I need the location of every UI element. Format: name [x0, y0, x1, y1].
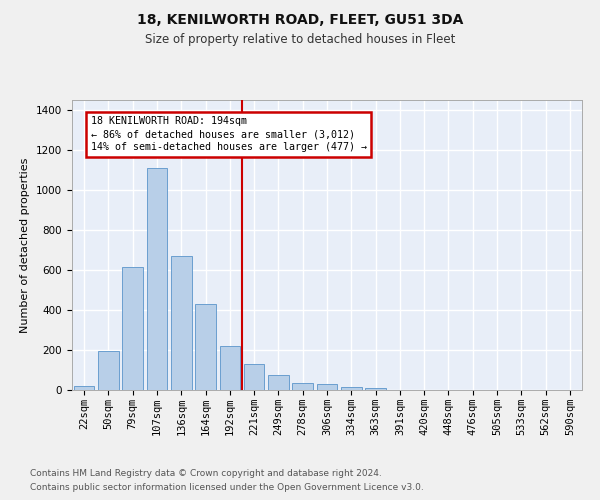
- Text: Size of property relative to detached houses in Fleet: Size of property relative to detached ho…: [145, 32, 455, 46]
- Bar: [146, 168, 167, 390]
- Bar: [220, 346, 240, 390]
- Bar: [244, 364, 265, 390]
- Bar: [122, 267, 143, 390]
- Bar: [195, 304, 216, 390]
- Text: 18 KENILWORTH ROAD: 194sqm
← 86% of detached houses are smaller (3,012)
14% of s: 18 KENILWORTH ROAD: 194sqm ← 86% of deta…: [91, 116, 367, 152]
- Bar: [365, 388, 386, 390]
- Bar: [268, 375, 289, 390]
- Text: Contains HM Land Registry data © Crown copyright and database right 2024.: Contains HM Land Registry data © Crown c…: [30, 468, 382, 477]
- Text: 18, KENILWORTH ROAD, FLEET, GU51 3DA: 18, KENILWORTH ROAD, FLEET, GU51 3DA: [137, 12, 463, 26]
- Bar: [74, 386, 94, 390]
- Text: Contains public sector information licensed under the Open Government Licence v3: Contains public sector information licen…: [30, 484, 424, 492]
- Y-axis label: Number of detached properties: Number of detached properties: [20, 158, 31, 332]
- Bar: [292, 383, 313, 390]
- Bar: [317, 384, 337, 390]
- Bar: [98, 351, 119, 390]
- Bar: [341, 387, 362, 390]
- Bar: [171, 256, 191, 390]
